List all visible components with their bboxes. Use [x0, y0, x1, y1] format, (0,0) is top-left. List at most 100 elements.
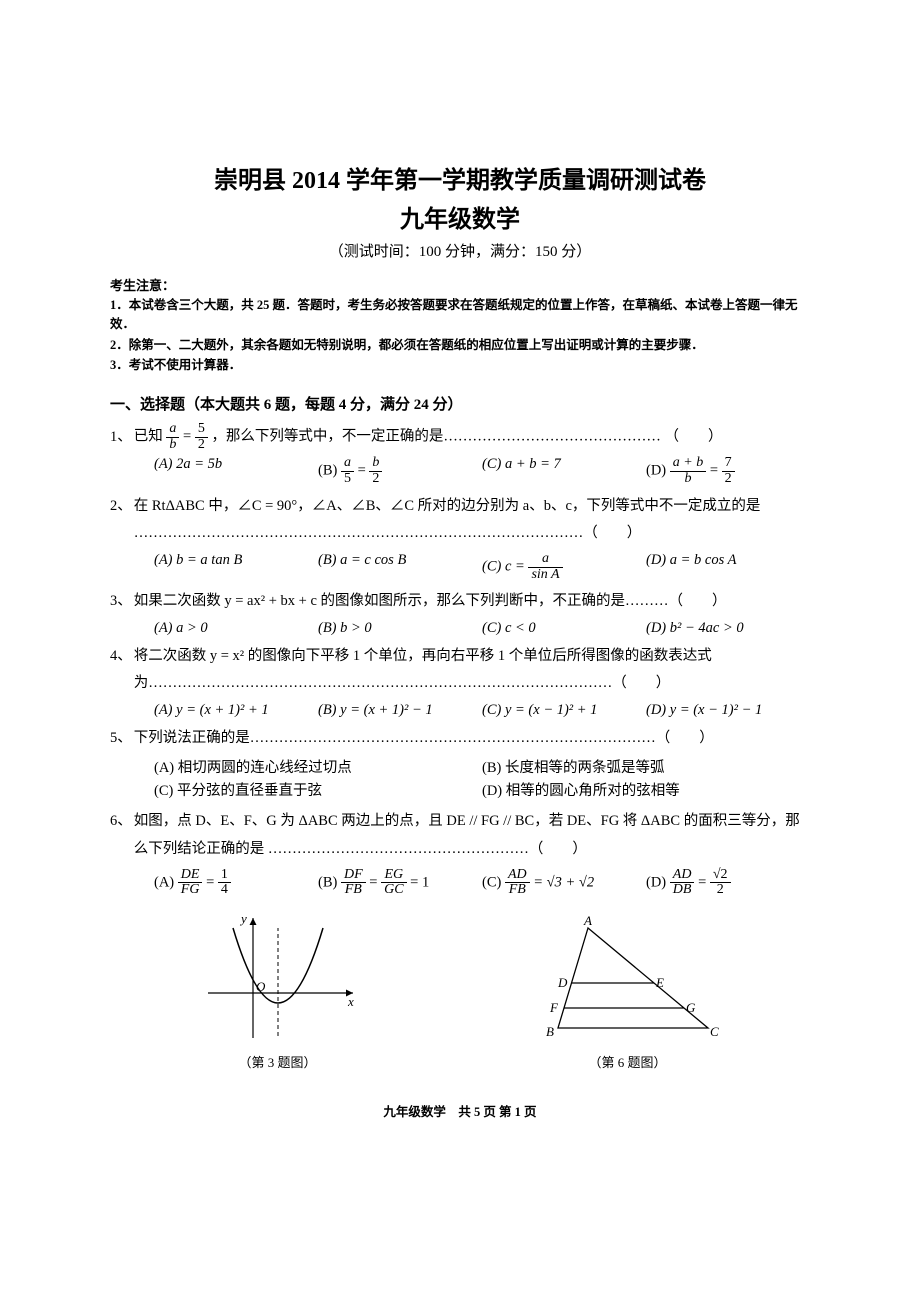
q2-c-fd: sin A	[528, 568, 562, 583]
q5-num: 5、	[110, 725, 132, 753]
notice-2: 2．除第一、二大题外，其余各题如无特别说明，都必须在答题纸的相应位置上写出证明或…	[110, 336, 810, 355]
notice-1: 1．本试卷含三个大题，共 25 题．答题时，考生务必按答题要求在答题纸规定的位置…	[110, 296, 810, 334]
fig6-A: A	[583, 913, 592, 928]
question-3: 3、 如果二次函数 y = ax² + bx + c 的图像如图所示，那么下列判…	[110, 588, 810, 616]
q6-d-fn: AD	[670, 868, 695, 884]
question-4: 4、 将二次函数 y = x² 的图像向下平移 1 个单位，再向右平移 1 个单…	[110, 643, 810, 698]
q1-opt-a: (A) 2a = 5b	[154, 456, 318, 486]
q4-opt-a: (A) y = (x + 1)² + 1	[154, 702, 318, 719]
test-info: （测试时间：100 分钟，满分：150 分）	[110, 240, 810, 261]
q6-d-mid: =	[698, 874, 710, 890]
section-1-detail: （本大题共 6 题，每题 4 分，满分 24 分）	[185, 397, 463, 413]
q5-opt-a: (A) 相切两圆的连心线经过切点	[154, 756, 482, 777]
fig6-G: G	[686, 1000, 696, 1015]
q6-options: (A) DEFG = 14 (B) DFFB = EGGC = 1 (C) AD…	[154, 868, 810, 898]
q2-opt-d: (D) a = b cos A	[646, 552, 810, 582]
q6-c-fd: FB	[505, 883, 530, 898]
q6-a-f2n: 1	[218, 868, 231, 884]
q6-a-f2d: 4	[218, 883, 231, 898]
question-1: 1、 已知 ab = 52 ，那么下列等式中，不一定正确的是……………………………	[110, 422, 810, 452]
q6-b-f2d: GC	[381, 883, 406, 898]
q1-opt-b: (B) a5 = b2	[318, 456, 482, 486]
q6-d-f2d: 2	[710, 883, 731, 898]
q1-d-f1d: b	[670, 472, 706, 487]
q3-num: 3、	[110, 588, 132, 616]
question-5: 5、 下列说法正确的是…………………………………………………………………………（…	[110, 725, 810, 753]
q6-a-pre: (A)	[154, 874, 178, 890]
fig6-E: E	[655, 975, 664, 990]
q1-d-pre: (D)	[646, 463, 670, 479]
q1-b-f1n: a	[341, 456, 354, 472]
fig3-y-label: y	[239, 911, 247, 926]
figure-q3: O x y （第 3 题图）	[193, 908, 363, 1071]
q2-options: (A) b = a tan B (B) a = c cos B (C) c = …	[154, 552, 810, 582]
q3-opt-d: (D) b² − 4ac > 0	[646, 620, 810, 637]
q6-a-fd: FG	[178, 883, 203, 898]
fig3-caption: （第 3 题图）	[193, 1052, 363, 1071]
question-2: 2、 在 RtΔABC 中，∠C = 90°，∠A、∠B、∠C 所对的边分别为 …	[110, 493, 810, 548]
q2-opt-a: (A) b = a tan B	[154, 552, 318, 582]
q6-d-pre: (D)	[646, 874, 670, 890]
page-title: 崇明县 2014 学年第一学期教学质量调研测试卷	[110, 160, 810, 195]
q6-opt-c: (C) ADFB = √3 + √2	[482, 868, 646, 898]
triangle-icon: A B C D E F G	[528, 908, 728, 1048]
section-1-label: 一、选择题	[110, 397, 185, 413]
q6-d-fd: DB	[670, 883, 695, 898]
q4-options: (A) y = (x + 1)² + 1 (B) y = (x + 1)² − …	[154, 702, 810, 719]
q1-num: 1、	[110, 424, 132, 452]
page-subtitle: 九年级数学	[110, 199, 810, 234]
q6-a-mid: =	[206, 874, 218, 890]
q6-c-post: = √3 + √2	[533, 874, 594, 890]
q6-opt-a: (A) DEFG = 14	[154, 868, 318, 898]
fig3-O-label: O	[256, 979, 266, 994]
question-6: 6、 如图，点 D、E、F、G 为 ΔABC 两边上的点，且 DE // FG …	[110, 808, 810, 863]
q1-frac1-d: b	[166, 438, 179, 453]
parabola-icon: O x y	[193, 908, 363, 1048]
q6-b-mid: =	[369, 874, 381, 890]
fig6-D: D	[557, 975, 568, 990]
q1-frac1-n: a	[166, 422, 179, 438]
q1-frac2-n: 5	[195, 422, 208, 438]
q1-opt-a-text: (A) 2a = 5b	[154, 456, 222, 472]
q5-opt-c: (C) 平分弦的直径垂直于弦	[154, 779, 482, 800]
fig3-x-label: x	[347, 994, 354, 1009]
q2-c-fn: a	[528, 552, 562, 568]
page-footer: 九年级数学 共 5 页 第 1 页	[110, 1101, 810, 1120]
q5-opt-d: (D) 相等的圆心角所对的弦相等	[482, 779, 810, 800]
q1-eq: =	[183, 429, 195, 445]
q5-stem: 下列说法正确的是…………………………………………………………………………（ ）	[134, 725, 810, 753]
q2-opt-c: (C) c = asin A	[482, 552, 646, 582]
q2-num: 2、	[110, 493, 132, 521]
q1-d-mid: =	[710, 463, 722, 479]
section-1-head: 一、选择题（本大题共 6 题，每题 4 分，满分 24 分）	[110, 393, 810, 414]
q4-opt-c: (C) y = (x − 1)² + 1	[482, 702, 646, 719]
q5-options: (A) 相切两圆的连心线经过切点 (B) 长度相等的两条弧是等弧 (C) 平分弦…	[154, 756, 810, 802]
q6-opt-b: (B) DFFB = EGGC = 1	[318, 868, 482, 898]
q6-num: 6、	[110, 808, 132, 836]
q1-b-f1d: 5	[341, 472, 354, 487]
fig6-C: C	[710, 1024, 719, 1039]
q6-b-fn: DF	[341, 868, 366, 884]
notice-3: 3．考试不使用计算器．	[110, 356, 810, 375]
q2-opt-b: (B) a = c cos B	[318, 552, 482, 582]
q6-c-fn: AD	[505, 868, 530, 884]
q1-opt-c-text: (C) a + b = 7	[482, 456, 561, 472]
q6-b-pre: (B)	[318, 874, 341, 890]
q1-b-mid: =	[358, 463, 370, 479]
q1-stem-a: 已知	[134, 429, 167, 445]
q6-a-fn: DE	[178, 868, 203, 884]
q4-opt-b: (B) y = (x + 1)² − 1	[318, 702, 482, 719]
q1-d-f2d: 2	[722, 472, 735, 487]
q4-opt-d: (D) y = (x − 1)² − 1	[646, 702, 810, 719]
q6-b-f2n: EG	[381, 868, 406, 884]
figure-q6: A B C D E F G （第 6 题图）	[528, 908, 728, 1071]
notice-head: 考生注意：	[110, 275, 810, 294]
q3-opt-b: (B) b > 0	[318, 620, 482, 637]
q1-b-f2d: 2	[369, 472, 382, 487]
q1-options: (A) 2a = 5b (B) a5 = b2 (C) a + b = 7 (D…	[154, 456, 810, 486]
figures-row: O x y （第 3 题图） A B C D E F G （第	[110, 908, 810, 1071]
q6-opt-d: (D) ADDB = √22	[646, 868, 810, 898]
q1-b-pre: (B)	[318, 463, 341, 479]
q1-opt-c: (C) a + b = 7	[482, 456, 646, 486]
q3-stem: 如果二次函数 y = ax² + bx + c 的图像如图所示，那么下列判断中，…	[134, 588, 810, 616]
